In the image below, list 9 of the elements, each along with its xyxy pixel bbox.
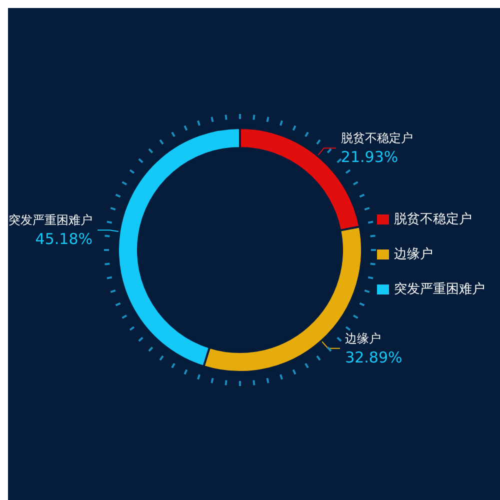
data-label: 45.18% [35, 230, 93, 248]
slice-label: 突发严重困难户 [8, 213, 93, 228]
slice-label: 脱贫不稳定户 [340, 131, 413, 146]
data-label: 32.89% [345, 348, 402, 366]
legend-label: 突发严重困难户 [394, 282, 485, 297]
legend-label: 脱贫不稳定户 [394, 212, 472, 227]
slice-label: 边缘户 [345, 331, 382, 346]
data-label: 21.93% [340, 148, 398, 166]
legend-label: 边缘户 [394, 247, 433, 262]
